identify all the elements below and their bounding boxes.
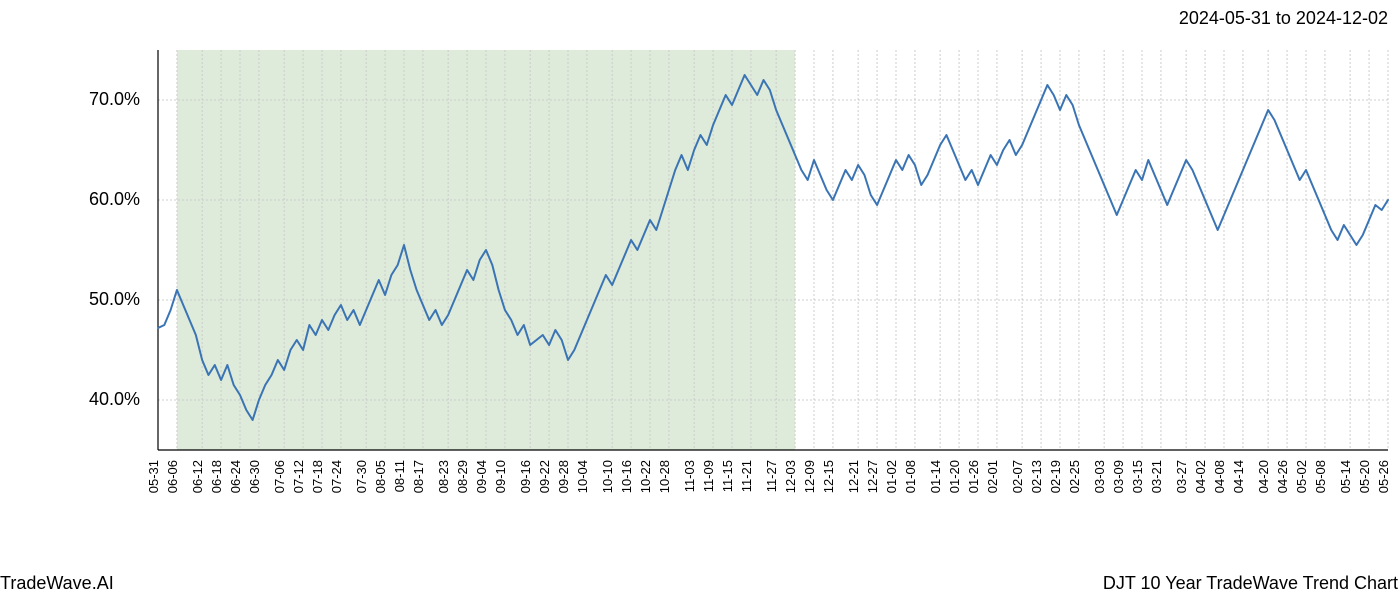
xtick-label: 02-25 <box>1067 460 1082 493</box>
xtick-label: 11-27 <box>764 460 779 492</box>
xtick-label: 06-30 <box>247 460 262 493</box>
xtick-label: 12-09 <box>802 460 817 493</box>
xtick-label: 12-21 <box>846 460 861 493</box>
xtick-label: 04-08 <box>1212 460 1227 493</box>
xtick-label: 02-13 <box>1029 460 1044 493</box>
xtick-label: 12-15 <box>821 460 836 493</box>
xtick-label: 09-28 <box>556 460 571 493</box>
xtick-label: 01-26 <box>966 460 981 493</box>
xtick-label: 01-08 <box>903 460 918 493</box>
xtick-label: 05-02 <box>1294 460 1309 493</box>
xtick-label: 11-21 <box>739 460 754 492</box>
xtick-label: 07-18 <box>310 460 325 493</box>
xtick-label: 03-27 <box>1174 460 1189 493</box>
xtick-label: 05-26 <box>1376 460 1391 493</box>
xtick-label: 10-04 <box>575 460 590 493</box>
xtick-label: 04-20 <box>1256 460 1271 493</box>
xtick-label: 04-02 <box>1193 460 1208 493</box>
xtick-label: 01-20 <box>947 460 962 493</box>
xtick-label: 09-16 <box>518 460 533 493</box>
trend-chart: 40.0% 50.0% 60.0% 70.0% 05-31 06-06 06-12 06-18… <box>0 40 1400 560</box>
chart-svg: 40.0% 50.0% 60.0% 70.0% 05-31 06-06 06-12 06-18… <box>0 40 1400 560</box>
xtick-label: 05-31 <box>146 460 161 493</box>
xtick-label: 08-23 <box>436 460 451 493</box>
xtick-label: 07-12 <box>291 460 306 493</box>
brand-label: TradeWave.AI <box>0 573 114 594</box>
xtick-label: 09-22 <box>537 460 552 493</box>
xtick-label: 06-06 <box>165 460 180 493</box>
xtick-label: 11-15 <box>720 460 735 492</box>
xtick-label: 01-02 <box>884 460 899 493</box>
xtick-label: 10-10 <box>600 460 615 493</box>
xtick-label: 11-03 <box>682 460 697 492</box>
xtick-label: 06-12 <box>190 460 205 493</box>
xtick-label: 11-09 <box>701 460 716 492</box>
xtick-label: 08-29 <box>455 460 470 493</box>
xtick-label: 12-27 <box>865 460 880 493</box>
xtick-label: 03-21 <box>1149 460 1164 493</box>
xtick-label: 12-03 <box>783 460 798 493</box>
chart-title-label: DJT 10 Year TradeWave Trend Chart <box>1103 573 1398 594</box>
xtick-label: 08-17 <box>411 460 426 493</box>
xtick-label: 04-14 <box>1231 460 1246 493</box>
xtick-label: 09-10 <box>493 460 508 493</box>
xtick-label: 05-08 <box>1313 460 1328 493</box>
date-range-label: 2024-05-31 to 2024-12-02 <box>1179 8 1388 29</box>
xtick-label: 10-16 <box>619 460 634 493</box>
xtick-label: 02-07 <box>1010 460 1025 493</box>
xtick-label: 10-28 <box>657 460 672 493</box>
xtick-label: 09-04 <box>474 460 489 493</box>
xtick-label: 07-06 <box>272 460 287 493</box>
ytick-label: 40.0% <box>89 389 140 409</box>
xtick-label: 02-19 <box>1048 460 1063 493</box>
xtick-label: 03-15 <box>1130 460 1145 493</box>
xtick-label: 03-03 <box>1092 460 1107 493</box>
xtick-label: 07-24 <box>329 460 344 493</box>
ytick-label: 70.0% <box>89 89 140 109</box>
xtick-label: 01-14 <box>928 460 943 493</box>
xtick-label: 06-18 <box>209 460 224 493</box>
xtick-label: 03-09 <box>1111 460 1126 493</box>
xtick-label: 07-30 <box>354 460 369 493</box>
xtick-label: 10-22 <box>638 460 653 493</box>
xtick-label: 05-14 <box>1338 460 1353 493</box>
ytick-label: 50.0% <box>89 289 140 309</box>
xtick-label: 08-05 <box>373 460 388 493</box>
xtick-label: 08-11 <box>392 460 407 492</box>
xtick-label: 04-26 <box>1275 460 1290 493</box>
ytick-label: 60.0% <box>89 189 140 209</box>
xtick-label: 02-01 <box>985 460 1000 493</box>
xtick-label: 05-20 <box>1357 460 1372 493</box>
xtick-label: 06-24 <box>228 460 243 493</box>
